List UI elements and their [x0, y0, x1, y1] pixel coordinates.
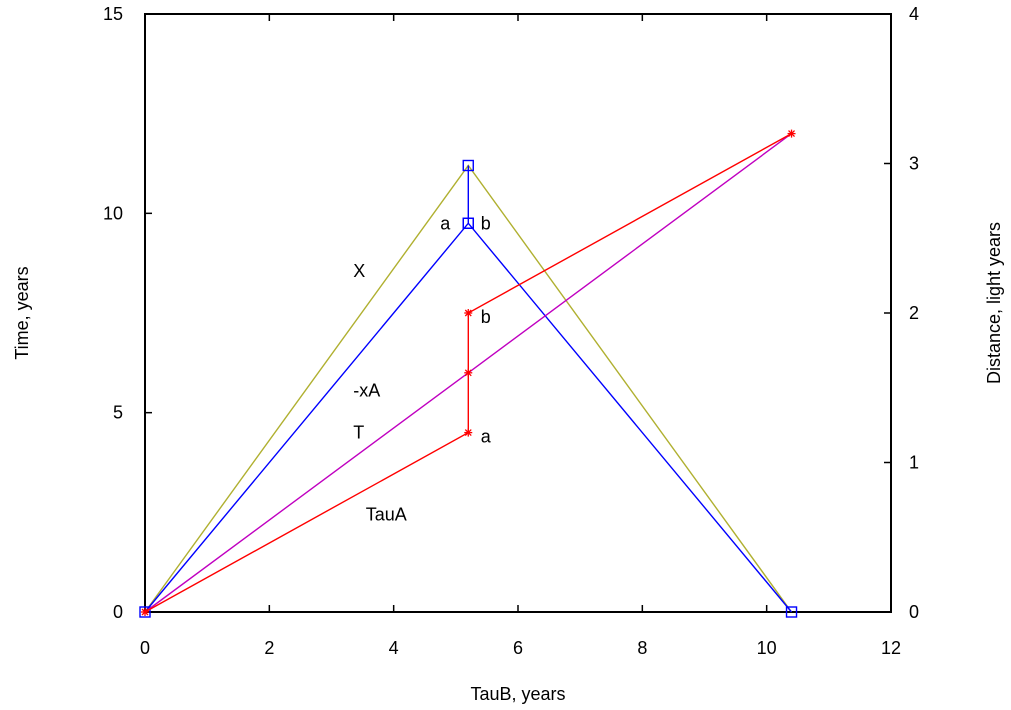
series-point-star: [787, 129, 796, 138]
annotation-label: a: [440, 213, 451, 233]
x-tick-label: 0: [140, 638, 150, 658]
series-point-star: [464, 309, 473, 317]
y-tick-label: 10: [103, 203, 123, 223]
y-tick-label: 15: [103, 4, 123, 24]
series-line-1: [144, 165, 793, 613]
series-point-star: [464, 428, 473, 437]
y2-tick-label: 1: [909, 453, 919, 473]
x-tick-label: 6: [513, 638, 523, 658]
x-tick-label: 8: [637, 638, 647, 658]
x-axis-title: TauB, years: [470, 684, 565, 704]
y2-axis-title: Distance, light years: [984, 222, 1004, 384]
y-axis-title: Time, years: [12, 266, 32, 359]
series-point-square: [462, 159, 474, 172]
y2-tick-label: 4: [909, 4, 919, 24]
annotation-label: -xA: [353, 381, 380, 401]
y2-tick-label: 3: [909, 154, 919, 174]
y-tick-label: 0: [113, 602, 123, 622]
annotation-label: T: [353, 423, 364, 443]
series-point-star: [464, 368, 473, 377]
annotation-label: b: [481, 307, 491, 327]
series-point-square: [139, 606, 151, 618]
x-tick-label: 10: [757, 638, 777, 658]
series-point-square: [462, 217, 474, 230]
series-point-square: [785, 606, 798, 618]
annotation-label: X: [353, 261, 365, 281]
y-tick-label: 5: [113, 403, 123, 423]
series-point-star: [141, 608, 149, 616]
plot-area: [144, 13, 892, 613]
x-tick-label: 2: [264, 638, 274, 658]
annotations-layer: Xa b b -xA T a TauA: [353, 213, 491, 524]
y2-tick-label: 2: [909, 303, 919, 323]
x-tick-label: 4: [389, 638, 399, 658]
annotation-label: TauA: [366, 504, 407, 524]
series-layer: [139, 129, 798, 618]
annotation-label: a: [481, 427, 492, 447]
annotation-label: b: [481, 213, 491, 233]
x-tick-label: 12: [881, 638, 901, 658]
y2-tick-label: 0: [909, 602, 919, 622]
